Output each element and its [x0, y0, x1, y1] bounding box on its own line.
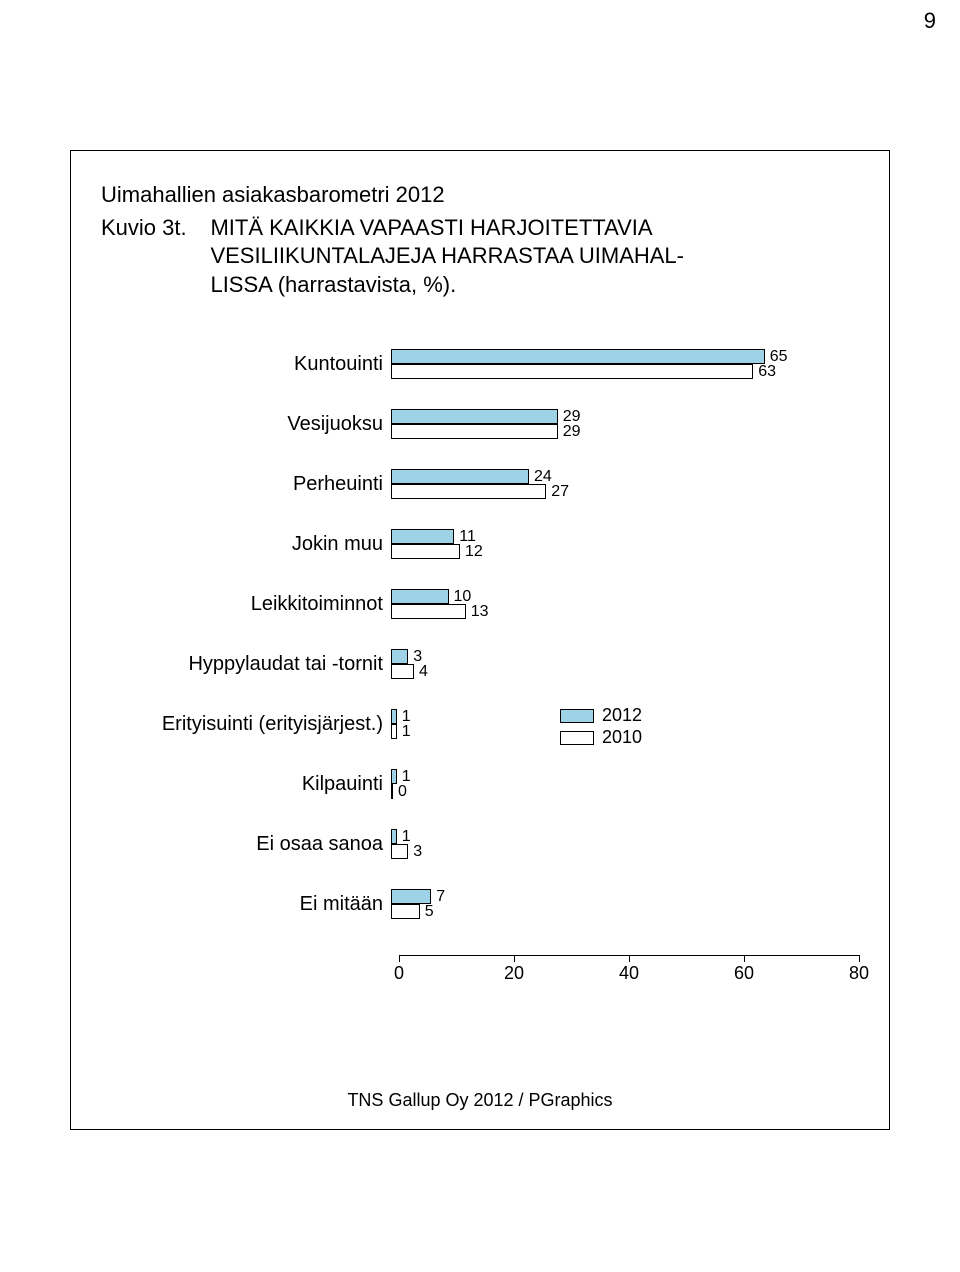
bar-group: 75 — [391, 889, 859, 919]
category-label: Ei mitään — [101, 893, 391, 915]
title-line-3: LISSA (harrastavista, %). — [210, 272, 456, 297]
chart-row: Kuntouinti6563 — [101, 349, 859, 379]
legend-swatch-2012 — [560, 709, 594, 723]
bar-2012: 3 — [391, 649, 408, 664]
value-2010: 27 — [551, 483, 569, 501]
category-label: Ei osaa sanoa — [101, 833, 391, 855]
bar-2010: 63 — [391, 364, 753, 379]
category-label: Kilpauinti — [101, 773, 391, 795]
category-label: Jokin muu — [101, 533, 391, 555]
bar-group: 13 — [391, 829, 859, 859]
value-2010: 29 — [563, 423, 581, 441]
report-header: Uimahallien asiakasbarometri 2012 — [101, 181, 859, 210]
bar-group: 10 — [391, 769, 859, 799]
x-tick-label: 60 — [734, 963, 754, 984]
value-2010: 1 — [402, 723, 411, 741]
chart-row: Erityisuinti (erityisjärjest.)11 — [101, 709, 859, 739]
legend-row-2012: 2012 — [560, 705, 642, 727]
value-2012: 7 — [436, 888, 445, 906]
bar-2012: 29 — [391, 409, 558, 424]
title-line-1: MITÄ KAIKKIA VAPAASTI HARJOITETTAVIA — [210, 215, 652, 240]
bar-group: 1013 — [391, 589, 859, 619]
bar-2012: 24 — [391, 469, 529, 484]
bar-2010: 12 — [391, 544, 460, 559]
bar-2010: 5 — [391, 904, 420, 919]
bar-2012: 10 — [391, 589, 449, 604]
bar-2010: 13 — [391, 604, 466, 619]
bar-group: 6563 — [391, 349, 859, 379]
bar-chart: Kuntouinti6563Vesijuoksu2929Perheuinti24… — [101, 349, 859, 995]
bar-2012: 1 — [391, 709, 397, 724]
value-2010: 63 — [758, 363, 776, 381]
chart-row: Kilpauinti10 — [101, 769, 859, 799]
category-label: Kuntouinti — [101, 353, 391, 375]
chart-frame: Uimahallien asiakasbarometri 2012 Kuvio … — [70, 150, 890, 1130]
bar-group: 1112 — [391, 529, 859, 559]
legend: 20122010 — [560, 705, 642, 748]
bar-2012: 1 — [391, 769, 397, 784]
bar-group: 2427 — [391, 469, 859, 499]
figure-label: Kuvio 3t. — [101, 214, 206, 243]
value-2010: 5 — [425, 903, 434, 921]
page-number: 9 — [924, 8, 936, 34]
bar-2010: 1 — [391, 724, 397, 739]
legend-label-2012: 2012 — [602, 705, 642, 727]
legend-label-2010: 2010 — [602, 727, 642, 749]
legend-row-2010: 2010 — [560, 727, 642, 749]
x-tick-label: 0 — [394, 963, 404, 984]
category-label: Perheuinti — [101, 473, 391, 495]
bar-2012: 1 — [391, 829, 397, 844]
footer-text: TNS Gallup Oy 2012 / PGraphics — [71, 1090, 889, 1111]
chart-row: Perheuinti2427 — [101, 469, 859, 499]
chart-row: Ei osaa sanoa13 — [101, 829, 859, 859]
bar-2012: 7 — [391, 889, 431, 904]
chart-row: Hyppylaudat tai -tornit34 — [101, 649, 859, 679]
chart-row: Jokin muu1112 — [101, 529, 859, 559]
bar-group: 2929 — [391, 409, 859, 439]
bar-2010: 4 — [391, 664, 414, 679]
value-2010: 13 — [471, 603, 489, 621]
category-label: Hyppylaudat tai -tornit — [101, 653, 391, 675]
title-line-2: VESILIIKUNTALAJEJA HARRASTAA UIMAHAL- — [210, 243, 684, 268]
x-tick-label: 20 — [504, 963, 524, 984]
legend-swatch-2010 — [560, 731, 594, 745]
chart-row: Ei mitään75 — [101, 889, 859, 919]
chart-row: Leikkitoiminnot1013 — [101, 589, 859, 619]
category-label: Erityisuinti (erityisjärjest.) — [101, 713, 391, 735]
bar-group: 34 — [391, 649, 859, 679]
x-tick-label: 80 — [849, 963, 869, 984]
category-label: Leikkitoiminnot — [101, 593, 391, 615]
bar-2010: 0 — [391, 784, 393, 799]
value-2010: 3 — [413, 843, 422, 861]
bar-2012: 11 — [391, 529, 454, 544]
bar-2010: 27 — [391, 484, 546, 499]
bar-2012: 65 — [391, 349, 765, 364]
value-2010: 12 — [465, 543, 483, 561]
x-axis: 020406080 — [399, 955, 859, 987]
bar-2010: 3 — [391, 844, 408, 859]
chart-row: Vesijuoksu2929 — [101, 409, 859, 439]
category-label: Vesijuoksu — [101, 413, 391, 435]
x-tick-label: 40 — [619, 963, 639, 984]
value-2010: 4 — [419, 663, 428, 681]
value-2010: 0 — [398, 783, 407, 801]
bar-2010: 29 — [391, 424, 558, 439]
